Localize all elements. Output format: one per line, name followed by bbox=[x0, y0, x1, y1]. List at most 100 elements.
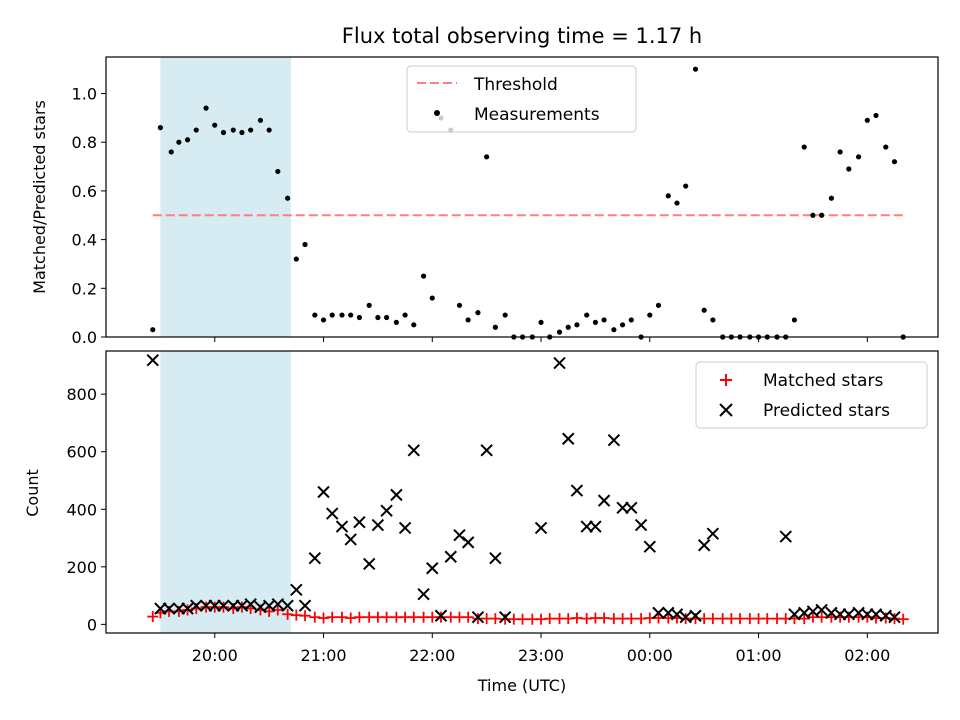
predicted-star-marker bbox=[353, 516, 366, 529]
predicted-star-marker bbox=[335, 520, 349, 533]
top-legend-box bbox=[406, 65, 637, 133]
predicted-star-marker bbox=[489, 551, 502, 565]
measurement-point bbox=[665, 193, 671, 199]
measurement-point bbox=[456, 302, 463, 308]
x-axis-label: Time (UTC) bbox=[477, 676, 566, 695]
predicted-star-marker bbox=[888, 610, 901, 624]
measurement-point bbox=[329, 312, 335, 318]
measurement-point bbox=[846, 166, 852, 172]
top-shaded-region bbox=[160, 57, 291, 337]
measurement-point bbox=[655, 302, 662, 308]
predicted-star-marker bbox=[570, 484, 584, 497]
predicted-star-marker bbox=[244, 598, 257, 611]
predicted-star-marker bbox=[444, 550, 457, 563]
measurement-point bbox=[620, 322, 626, 328]
matched-star-marker bbox=[353, 611, 365, 623]
measurement-point bbox=[683, 183, 689, 189]
measurement-point bbox=[366, 302, 372, 308]
matched-star-marker bbox=[408, 611, 420, 623]
predicted-star-marker bbox=[181, 602, 194, 615]
bottom-y-tick-label: 400 bbox=[66, 500, 97, 519]
bottom-axes-frame bbox=[105, 350, 939, 634]
top-y-tick-label: 0.4 bbox=[72, 231, 97, 250]
measurement-point bbox=[891, 159, 898, 165]
predicted-star-marker bbox=[842, 608, 856, 621]
measurement-point bbox=[220, 129, 227, 136]
measurement-point bbox=[239, 129, 245, 136]
top-x-ticks bbox=[214, 337, 868, 342]
top-axes-frame bbox=[105, 56, 939, 338]
predicted-star-marker bbox=[643, 540, 656, 553]
predicted-star-marker bbox=[634, 518, 648, 532]
predicted-star-marker bbox=[706, 527, 720, 540]
predicted-star-marker bbox=[471, 610, 485, 624]
top-y-tick-label: 0.0 bbox=[72, 328, 97, 347]
measurement-point bbox=[837, 149, 843, 155]
measurement-point bbox=[293, 256, 299, 262]
matched-star-marker bbox=[299, 610, 311, 622]
measurement-point bbox=[647, 312, 653, 318]
bottom-x-ticks: 20:00 21:00 22:00 23:00 00:00 01:00 02:00 bbox=[192, 633, 890, 665]
bottom-y-tick-label: 800 bbox=[66, 385, 97, 404]
matched-star-marker bbox=[652, 612, 664, 624]
bottom-legend: Matched stars Predicted stars bbox=[695, 361, 928, 429]
matched-star-marker bbox=[707, 613, 719, 625]
measurement-point bbox=[348, 312, 354, 318]
x-tick-label: 20:00 bbox=[192, 646, 238, 665]
predicted-star-marker bbox=[407, 444, 420, 457]
matched-star-marker bbox=[489, 613, 501, 625]
x-tick-label: 22:00 bbox=[409, 646, 455, 665]
measurement-point bbox=[592, 319, 599, 325]
measurement-point bbox=[883, 144, 889, 150]
predicted-star-marker bbox=[162, 602, 176, 615]
measurement-point bbox=[212, 122, 218, 128]
measurements-legend-label: Measurements bbox=[474, 105, 600, 125]
predicted-star-marker bbox=[271, 598, 285, 611]
predicted-legend-swatch bbox=[719, 403, 733, 417]
measurement-point bbox=[601, 317, 607, 323]
measurement-point bbox=[710, 317, 716, 323]
top-chart-title: Flux total observing time = 1.17 h bbox=[342, 24, 702, 48]
measurement-point bbox=[565, 324, 571, 330]
predicted-star-marker bbox=[589, 520, 602, 533]
top-legend: Threshold Measurements bbox=[406, 65, 637, 133]
top-axes: Flux total observing time = 1.17 h 0.0 0.… bbox=[30, 24, 939, 347]
predicted-star-marker bbox=[146, 354, 159, 367]
predicted-star-marker bbox=[625, 501, 638, 515]
predicted-star-marker bbox=[344, 533, 357, 546]
bottom-y-ticks: 0 200 400 600 800 bbox=[66, 385, 106, 634]
measurement-point bbox=[810, 212, 816, 218]
predicted-star-marker bbox=[190, 599, 203, 612]
measurement-point bbox=[628, 317, 634, 323]
matched-star-marker bbox=[462, 611, 474, 623]
predicted-star-marker bbox=[562, 432, 575, 445]
measurement-point bbox=[465, 317, 471, 323]
measurement-point bbox=[411, 322, 417, 328]
measurement-point bbox=[168, 149, 174, 155]
predicted-star-marker bbox=[281, 599, 294, 612]
measurements-legend-swatch bbox=[434, 110, 440, 116]
predicted-star-marker bbox=[434, 609, 448, 622]
measurement-point bbox=[429, 295, 435, 301]
measurement-point bbox=[320, 317, 327, 323]
predicted-star-marker bbox=[380, 504, 393, 517]
predicted-star-marker bbox=[779, 530, 792, 543]
matched-star-marker bbox=[236, 601, 248, 613]
measurement-point bbox=[502, 312, 508, 318]
predicted-star-marker bbox=[371, 518, 385, 532]
measurement-point bbox=[864, 117, 870, 123]
measurement-point bbox=[230, 127, 236, 133]
measurement-point bbox=[828, 195, 835, 201]
matched-star-marker bbox=[897, 613, 909, 625]
predicted-star-marker bbox=[453, 528, 466, 542]
matched-star-marker bbox=[381, 611, 393, 623]
matched-star-marker bbox=[326, 611, 338, 623]
measurement-point bbox=[275, 168, 281, 175]
threshold-legend-label: Threshold bbox=[473, 75, 558, 95]
predicted-star-marker bbox=[815, 603, 828, 617]
x-tick-label: 23:00 bbox=[518, 646, 564, 665]
bottom-axes: 0 200 400 600 800 20:00 21:00 22:00 23:00 00:00 0… bbox=[23, 350, 939, 695]
matched-star-marker bbox=[571, 612, 583, 624]
top-measurements-series bbox=[150, 66, 906, 340]
